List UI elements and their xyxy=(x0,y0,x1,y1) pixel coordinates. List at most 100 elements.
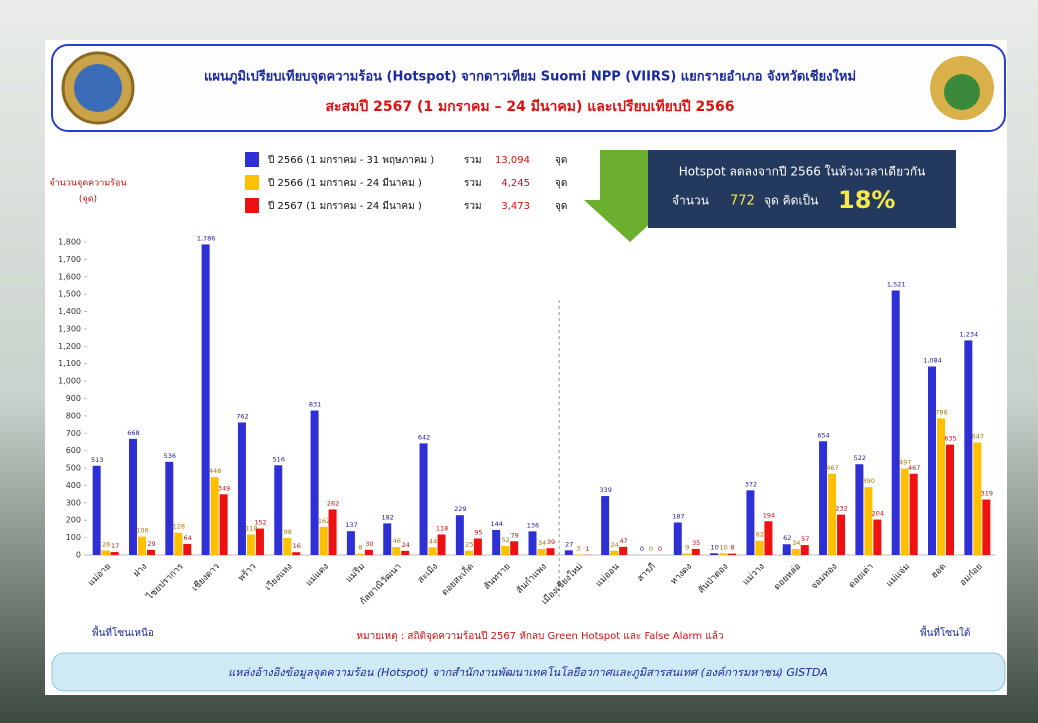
bar xyxy=(746,490,755,555)
bar xyxy=(673,522,682,555)
y-tick-label: 600 xyxy=(66,446,81,455)
bar xyxy=(428,547,437,555)
data-label: 24 xyxy=(402,541,410,549)
data-label: 319 xyxy=(981,490,993,498)
bar xyxy=(691,548,700,555)
data-label: 194 xyxy=(763,511,775,519)
bar xyxy=(510,541,519,555)
bar xyxy=(619,546,628,555)
y-tick-label: 1,000 xyxy=(58,377,81,386)
bar xyxy=(891,290,900,555)
logo-left-inner xyxy=(74,64,122,112)
data-label: 52 xyxy=(502,536,510,544)
data-label: 39 xyxy=(547,538,555,546)
data-label: 26 xyxy=(102,540,110,548)
data-label: 57 xyxy=(801,535,809,543)
bar xyxy=(864,487,873,555)
data-label: 137 xyxy=(345,521,357,529)
bar xyxy=(573,554,582,555)
y-tick-label: 1,500 xyxy=(58,290,81,299)
source: แหล่งอ้างอิงข้อมูลจุดความร้อน (Hotspot) … xyxy=(228,666,828,679)
y-tick-label: 300 xyxy=(66,498,81,507)
bar xyxy=(246,534,255,555)
data-label: 522 xyxy=(854,454,866,462)
legend-total: 4,245 xyxy=(501,178,530,189)
bar xyxy=(210,477,219,555)
legend-total-prefix: รวม xyxy=(464,155,482,166)
bar xyxy=(237,422,246,555)
data-label: 118 xyxy=(436,524,448,532)
bar xyxy=(855,464,864,555)
data-label: 467 xyxy=(908,464,920,472)
bar xyxy=(528,531,537,555)
data-label: 30 xyxy=(365,540,373,548)
data-label: 647 xyxy=(972,432,984,440)
data-label: 44 xyxy=(429,537,437,545)
data-label: 95 xyxy=(474,528,482,536)
bar xyxy=(501,545,510,555)
legend-total-unit: จุด xyxy=(555,178,567,189)
data-label: 34 xyxy=(538,539,546,547)
data-label: 1 xyxy=(585,545,589,553)
bar xyxy=(492,529,501,555)
data-label: 1,234 xyxy=(960,330,979,338)
legend-total-unit: จุด xyxy=(555,201,567,212)
bar xyxy=(274,465,283,555)
data-label: 9 xyxy=(685,543,689,551)
data-label: 17 xyxy=(111,542,119,550)
data-label: 187 xyxy=(672,512,684,520)
legend-total-unit: จุด xyxy=(555,155,567,166)
data-label: 10 xyxy=(710,543,718,551)
y-tick-label: 500 xyxy=(66,464,81,473)
data-label: 46 xyxy=(393,537,401,545)
bar xyxy=(383,523,392,555)
bar xyxy=(909,473,918,555)
y-tick-label: 700 xyxy=(66,429,81,438)
data-label: 47 xyxy=(619,537,627,545)
bar xyxy=(174,532,183,555)
bar xyxy=(455,515,464,555)
bar xyxy=(319,526,328,555)
data-label: 390 xyxy=(863,477,875,485)
data-label: 25 xyxy=(465,541,473,549)
bar xyxy=(546,548,555,555)
bar xyxy=(537,549,546,555)
data-label: 229 xyxy=(454,505,466,513)
bar xyxy=(728,553,737,555)
bar xyxy=(900,468,909,555)
data-label: 29 xyxy=(147,540,155,548)
logo-right-inner xyxy=(944,74,980,110)
bar xyxy=(937,418,946,555)
zone-label: พื้นที่โซนใต้ xyxy=(920,625,970,639)
legend-swatch xyxy=(245,198,259,213)
data-label: 1,521 xyxy=(887,281,906,289)
bar xyxy=(837,514,846,555)
bar xyxy=(401,550,410,555)
data-label: 262 xyxy=(327,499,339,507)
bar xyxy=(964,340,973,555)
bar xyxy=(355,553,364,555)
y-tick-label: 1,300 xyxy=(58,324,81,333)
data-label: 64 xyxy=(184,534,192,542)
bar xyxy=(101,550,110,555)
y-tick-label: 1,600 xyxy=(58,272,81,281)
bar xyxy=(873,519,882,555)
bar xyxy=(782,544,791,555)
callout-text: จุด คิดเป็น xyxy=(764,193,818,209)
bar xyxy=(283,537,292,555)
bar xyxy=(201,244,210,555)
bar xyxy=(610,550,619,555)
y-tick-label: 0 xyxy=(76,551,81,560)
legend-label: ปี 2566 (1 มกราคม - 31 พฤษภาคม ) xyxy=(267,154,434,166)
data-label: 642 xyxy=(418,433,430,441)
bar xyxy=(92,465,101,555)
data-label: 497 xyxy=(899,459,911,467)
data-label: 118 xyxy=(245,524,257,532)
data-label: 635 xyxy=(944,435,956,443)
data-label: 0 xyxy=(640,545,644,553)
data-label: 536 xyxy=(164,452,176,460)
data-label: 35 xyxy=(692,539,700,547)
callout-text: Hotspot ลดลงจากปี 2566 ในห้วงเวลาเดียวกั… xyxy=(679,165,926,179)
zone-label: พื้นที่โซนเหนือ xyxy=(92,625,154,639)
